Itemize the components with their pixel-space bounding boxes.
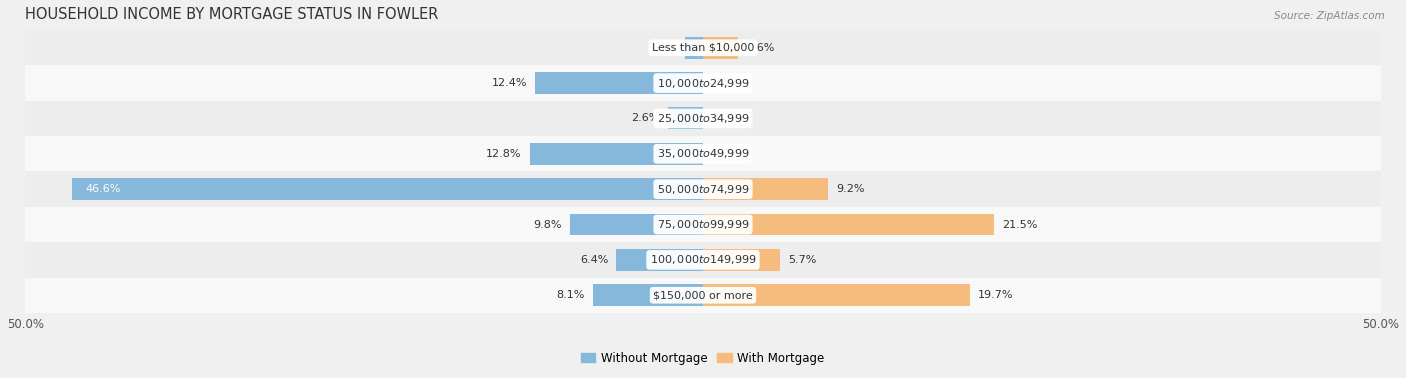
Text: 0.0%: 0.0% bbox=[711, 78, 740, 88]
Text: $100,000 to $149,999: $100,000 to $149,999 bbox=[650, 253, 756, 266]
Text: 9.2%: 9.2% bbox=[835, 184, 865, 194]
Bar bbox=[685, 37, 703, 59]
Text: 12.8%: 12.8% bbox=[486, 149, 522, 159]
Bar bbox=[25, 277, 1381, 313]
Text: 12.4%: 12.4% bbox=[491, 78, 527, 88]
Bar bbox=[668, 107, 703, 129]
Bar bbox=[703, 178, 828, 200]
Bar bbox=[534, 72, 703, 94]
Bar bbox=[25, 101, 1381, 136]
Text: 5.7%: 5.7% bbox=[789, 255, 817, 265]
Bar bbox=[616, 249, 703, 271]
Text: 8.1%: 8.1% bbox=[557, 290, 585, 300]
Text: 1.3%: 1.3% bbox=[650, 43, 678, 53]
Bar bbox=[25, 242, 1381, 277]
Bar bbox=[72, 178, 703, 200]
Bar bbox=[571, 214, 703, 235]
Bar bbox=[25, 136, 1381, 172]
Bar bbox=[703, 249, 780, 271]
Text: Source: ZipAtlas.com: Source: ZipAtlas.com bbox=[1274, 11, 1385, 21]
Text: Less than $10,000: Less than $10,000 bbox=[652, 43, 754, 53]
Text: 46.6%: 46.6% bbox=[86, 184, 121, 194]
Bar bbox=[25, 172, 1381, 207]
Text: $25,000 to $34,999: $25,000 to $34,999 bbox=[657, 112, 749, 125]
Text: $75,000 to $99,999: $75,000 to $99,999 bbox=[657, 218, 749, 231]
Text: 21.5%: 21.5% bbox=[1002, 220, 1038, 229]
Bar bbox=[25, 30, 1381, 65]
Text: 2.6%: 2.6% bbox=[747, 43, 775, 53]
Bar bbox=[25, 207, 1381, 242]
Bar bbox=[703, 37, 738, 59]
Text: $35,000 to $49,999: $35,000 to $49,999 bbox=[657, 147, 749, 160]
Text: HOUSEHOLD INCOME BY MORTGAGE STATUS IN FOWLER: HOUSEHOLD INCOME BY MORTGAGE STATUS IN F… bbox=[25, 7, 439, 22]
Text: 6.4%: 6.4% bbox=[579, 255, 609, 265]
Bar bbox=[25, 65, 1381, 101]
Bar bbox=[703, 214, 994, 235]
Bar bbox=[703, 284, 970, 306]
Bar bbox=[530, 143, 703, 165]
Text: 9.8%: 9.8% bbox=[533, 220, 562, 229]
Legend: Without Mortgage, With Mortgage: Without Mortgage, With Mortgage bbox=[576, 347, 830, 369]
Text: $50,000 to $74,999: $50,000 to $74,999 bbox=[657, 183, 749, 196]
Text: $150,000 or more: $150,000 or more bbox=[654, 290, 752, 300]
Text: $10,000 to $24,999: $10,000 to $24,999 bbox=[657, 77, 749, 90]
Text: 0.0%: 0.0% bbox=[711, 113, 740, 124]
Text: 19.7%: 19.7% bbox=[979, 290, 1014, 300]
Text: 2.6%: 2.6% bbox=[631, 113, 659, 124]
Text: 0.0%: 0.0% bbox=[711, 149, 740, 159]
Bar bbox=[593, 284, 703, 306]
